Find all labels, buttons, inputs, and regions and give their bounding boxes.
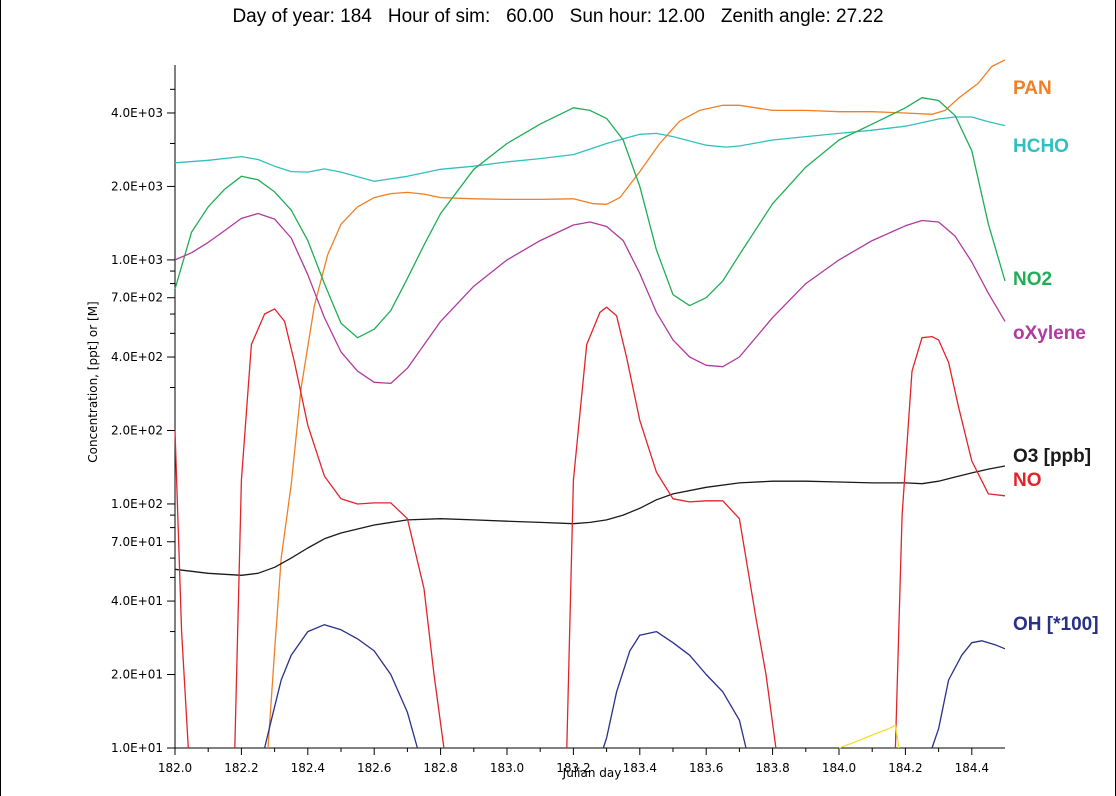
x-tick-label: 183.8 (755, 761, 789, 775)
series-label-oxylene: oXylene (1013, 323, 1086, 344)
x-tick-label: 184.4 (955, 761, 989, 775)
x-tick-label: 183.0 (490, 761, 524, 775)
series-label-hcho: HCHO (1013, 136, 1069, 157)
chart-legend: PAN HCHO NO2 oXylene O3 [ppb] NO OH [*100] (1013, 78, 1099, 635)
x-tick-label: 183.6 (689, 761, 723, 775)
x-tick-label: 182.4 (291, 761, 325, 775)
x-tick-label: 183.2 (556, 761, 590, 775)
y-tick-label: 1.0E+01 (111, 741, 163, 755)
chart-series (174, 59, 1006, 749)
y-tick-label: 4.0E+03 (111, 106, 163, 120)
y-tick-label: 7.0E+01 (111, 535, 163, 549)
y-tick-label: 4.0E+01 (111, 594, 163, 608)
x-tick-label: 182.8 (423, 761, 457, 775)
x-tick-label: 184.0 (822, 761, 856, 775)
y-tick-label: 2.0E+02 (111, 423, 163, 437)
y-tick-label: 4.0E+02 (111, 350, 163, 364)
y-axis-title: Concentration, [ppt] or [M] (86, 301, 100, 462)
y-tick-label: 2.0E+03 (111, 179, 163, 193)
y-tick-label: 1.0E+02 (111, 497, 163, 511)
series-label-no2: NO2 (1013, 269, 1052, 290)
series-line-pan (267, 59, 1006, 749)
series-line-no (174, 306, 1006, 749)
series-line-hcho (174, 116, 1006, 182)
y-tick-label: 2.0E+01 (111, 668, 163, 682)
series-label-no: NO (1013, 470, 1042, 491)
series-line-o3-ppb (174, 465, 1006, 576)
y-tick-label: 7.0E+02 (111, 291, 163, 305)
sun-hour-readout: Sun hour: 12.00 (569, 6, 705, 27)
series-line-oh-100 (263, 624, 1006, 749)
zenith-angle-readout: Zenith angle: 27.22 (720, 6, 884, 27)
x-tick-label: 182.6 (357, 761, 391, 775)
x-tick-label: 182.0 (158, 761, 192, 775)
day-of-year-readout: Day of year: 184 (232, 6, 372, 27)
x-tick-label: 184.2 (888, 761, 922, 775)
x-tick-label: 183.4 (623, 761, 657, 775)
series-line-no2 (174, 97, 1006, 339)
x-axis-title: Julian day (562, 766, 622, 780)
series-label-pan: PAN (1013, 78, 1052, 99)
series-label-o3-ppb: O3 [ppb] (1013, 446, 1091, 467)
chart-axes: 182.0 182.2 182.4 182.6 182.8 183.0 183.2 183.4… (111, 65, 1005, 775)
simulation-status-bar: Day of year: 184 Hour of sim: 60.00 Sun ho… (0, 6, 1116, 28)
y-tick-label: 1.0E+03 (111, 253, 163, 267)
hour-of-sim-readout: Hour of sim: 60.00 (387, 6, 554, 27)
series-label-oh-100: OH [*100] (1013, 614, 1099, 635)
x-tick-label: 182.2 (224, 761, 258, 775)
series-line-oxylene (174, 212, 1006, 385)
series-line-unlabeled (838, 724, 900, 749)
